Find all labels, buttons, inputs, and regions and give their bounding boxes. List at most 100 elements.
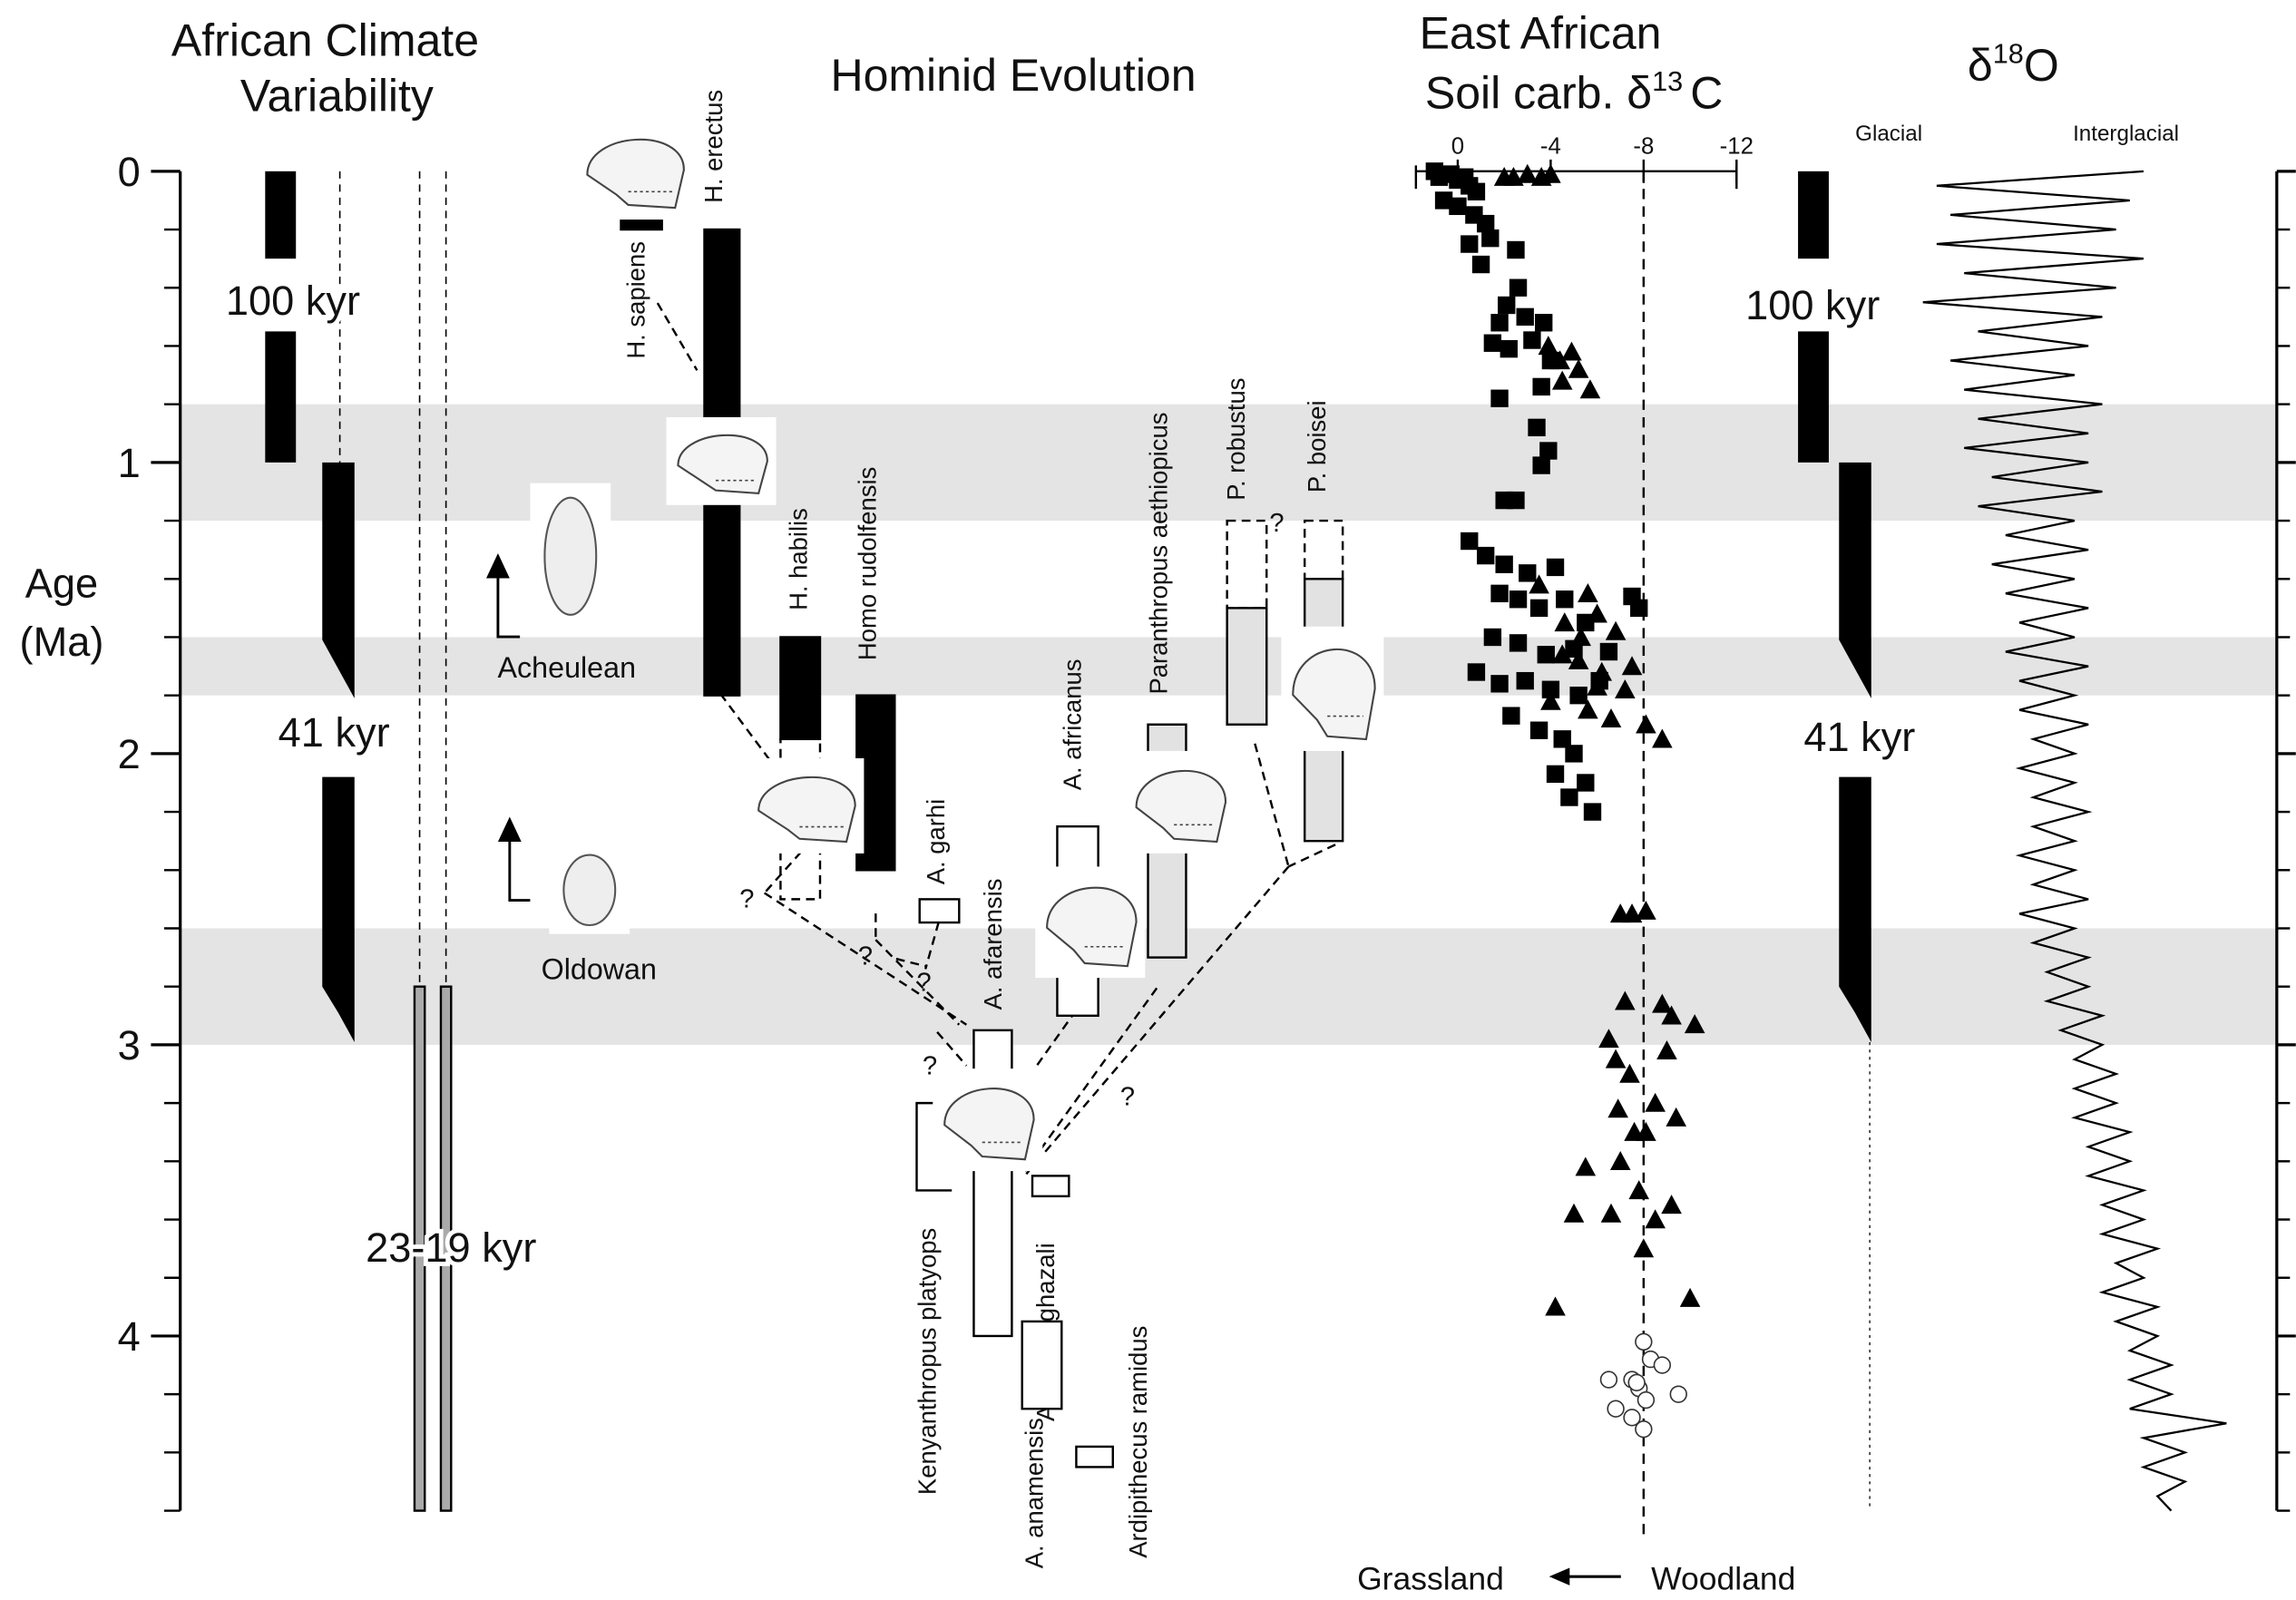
oxygen-title-text: δ (1968, 40, 1993, 91)
tool-arrow (498, 574, 520, 637)
tool-arrow (510, 837, 531, 900)
triangle-point (1666, 1107, 1686, 1127)
square-point (1449, 198, 1466, 215)
square-point (1507, 241, 1524, 259)
triangle-point (1661, 1195, 1682, 1214)
square-point (1472, 256, 1490, 273)
y-tick-label: 2 (118, 731, 141, 777)
species-label: A. africanus (1058, 659, 1086, 790)
triangle-point (1552, 371, 1573, 390)
square-point (1519, 564, 1536, 581)
square-point (1584, 803, 1601, 820)
oxygen-title: δ18O (1968, 38, 2059, 90)
glacial-label: Glacial (1855, 122, 1922, 146)
arrow-head (1549, 1567, 1570, 1585)
square-point (1509, 590, 1527, 608)
triangle-point (1628, 1180, 1649, 1199)
uncertain-mark: ? (923, 1052, 937, 1081)
y-tick-label: 4 (118, 1313, 141, 1360)
square-point (1577, 774, 1594, 791)
period-label: 41 kyr (278, 709, 390, 756)
triangle-point (1606, 1049, 1627, 1068)
circle-point (1636, 1421, 1652, 1438)
triangle-point (1587, 603, 1607, 622)
species-range (1022, 1322, 1062, 1409)
species-label: Ardipithecus ramidus (1124, 1326, 1152, 1558)
triangle-point (1580, 379, 1601, 398)
age-axis-label: Age (25, 560, 98, 606)
square-point (1490, 390, 1508, 407)
circle-point (1601, 1371, 1617, 1388)
phylogeny-link (720, 694, 771, 763)
triangle-point (1645, 1093, 1666, 1112)
figure: African Climate Variability Hominid Evol… (0, 0, 2296, 1600)
square-point (1509, 634, 1527, 651)
square-point (1495, 556, 1512, 573)
triangle-point (1545, 1297, 1566, 1316)
square-point (1528, 419, 1545, 436)
square-point (1532, 456, 1549, 473)
tool-arrow-head (486, 553, 510, 578)
triangle-point (1636, 714, 1656, 733)
uncertain-range (1227, 521, 1267, 608)
circle-point (1654, 1357, 1670, 1373)
triangle-point (1680, 1288, 1701, 1307)
tool-arrow-head (498, 817, 522, 842)
square-point (1490, 675, 1508, 692)
uncertain-mark: ? (916, 969, 931, 998)
uncertain-mark: ? (1120, 1082, 1135, 1111)
circle-point (1638, 1392, 1655, 1409)
triangle-point (1607, 1098, 1628, 1117)
climate-title: African Climate (171, 15, 479, 65)
square-point (1547, 559, 1564, 576)
square-point (1538, 646, 1555, 663)
triangle-point (1610, 1151, 1631, 1170)
species-range (780, 637, 820, 738)
square-point (1481, 229, 1499, 247)
x-tick-label: -4 (1540, 133, 1561, 159)
triangle-point (1554, 612, 1575, 631)
square-point (1517, 672, 1534, 689)
circle-point (1628, 1374, 1645, 1390)
square-point (1517, 308, 1534, 326)
triangle-point (1634, 1238, 1655, 1257)
square-point (1569, 687, 1587, 704)
triangle-point (1576, 1156, 1597, 1176)
circle-point (1607, 1400, 1624, 1417)
climate-title: Variability (240, 71, 434, 122)
square-point (1484, 629, 1501, 646)
y-tick-label: 3 (118, 1022, 141, 1068)
square-point (1630, 600, 1647, 617)
square-point (1468, 183, 1485, 200)
x-tick-label: 0 (1451, 133, 1464, 159)
soil-subtitle-sup: 13 (1652, 66, 1683, 97)
tool-label: Oldowan (542, 953, 657, 986)
square-point (1502, 707, 1519, 724)
triangle-point (1568, 359, 1589, 378)
square-point (1532, 378, 1549, 395)
x-tick-label: -12 (1720, 133, 1754, 159)
square-point (1477, 547, 1494, 564)
triangle-point (1539, 336, 1559, 355)
square-point (1461, 532, 1478, 550)
interglacial-label: Interglacial (2073, 122, 2179, 146)
triangle-point (1561, 342, 1582, 361)
period-label: 41 kyr (1803, 714, 1915, 760)
square-point (1498, 297, 1515, 314)
tool-drawing (563, 855, 615, 925)
triangle-point (1578, 583, 1598, 602)
square-point (1468, 663, 1485, 680)
square-point (1556, 590, 1573, 608)
species-label: A. anamensis (1020, 1418, 1048, 1568)
square-point (1535, 314, 1552, 331)
species-range (920, 899, 960, 922)
y-tick-label: 0 (118, 149, 141, 195)
oxygen-title-sup: 18 (1993, 38, 2024, 69)
uncertain-mark: ? (1269, 509, 1284, 538)
x-tick-label: -8 (1633, 133, 1654, 159)
square-point (1490, 585, 1508, 602)
species-label: Kenyanthropus platyops (913, 1228, 941, 1495)
oxygen-record (1923, 171, 2227, 1511)
soil-subtitle-text: Soil carb. δ (1425, 67, 1652, 118)
species-label: Paranthropus aethiopicus (1144, 413, 1172, 695)
